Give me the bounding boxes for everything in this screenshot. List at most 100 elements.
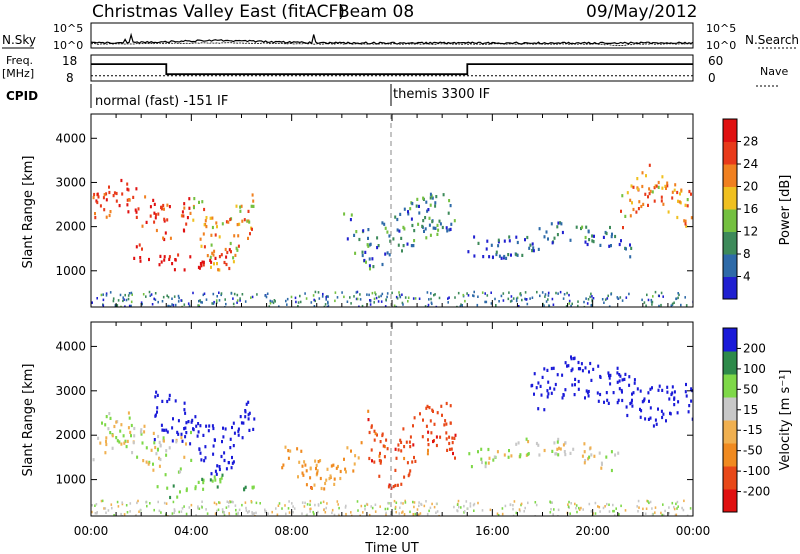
ground-scatter-cell	[215, 301, 218, 304]
heatmap-cell	[531, 242, 534, 246]
heatmap-cell	[210, 243, 213, 247]
heatmap-cell	[431, 220, 434, 224]
ground-scatter-cell	[320, 501, 322, 505]
heatmap-cell	[684, 219, 687, 223]
heatmap-cell	[145, 220, 148, 224]
heatmap-cell	[219, 478, 222, 482]
ground-scatter-cell	[350, 514, 353, 516]
heatmap-cell	[320, 486, 323, 491]
ground-scatter-cell	[309, 510, 311, 513]
ground-scatter-cell	[414, 297, 417, 300]
ground-scatter-cell	[412, 500, 414, 504]
ground-scatter-cell	[567, 505, 570, 508]
heatmap-cell	[166, 218, 169, 222]
heatmap-cell	[339, 469, 342, 474]
ground-scatter-cell	[221, 508, 224, 511]
ground-scatter-cell	[318, 297, 321, 300]
heatmap-cell	[379, 461, 382, 465]
heatmap-cell	[418, 204, 420, 208]
heatmap-cell	[325, 478, 328, 482]
heatmap-cell	[92, 196, 95, 200]
ground-scatter-cell	[403, 513, 406, 516]
heatmap-cell	[630, 400, 633, 404]
ground-scatter-cell	[141, 302, 143, 306]
heatmap-cell	[202, 478, 205, 482]
heatmap-cell	[210, 260, 213, 264]
ground-scatter-cell	[218, 501, 220, 504]
heatmap-cell	[205, 225, 208, 229]
heatmap-cell	[143, 424, 146, 428]
heatmap-cell	[619, 374, 622, 378]
heatmap-cell	[446, 448, 449, 452]
heatmap-cell	[616, 380, 619, 384]
heatmap-cell	[162, 236, 165, 240]
heatmap-cell	[566, 364, 568, 368]
colorbar-segment	[723, 328, 737, 352]
heatmap-cell	[160, 423, 163, 427]
ground-scatter-cell	[484, 292, 486, 295]
heatmap-cell	[539, 384, 542, 388]
heatmap-cell	[487, 461, 490, 465]
ground-scatter-cell	[619, 296, 622, 299]
heatmap-cell	[237, 234, 240, 238]
heatmap-cell	[194, 485, 197, 489]
heatmap-cell	[481, 460, 483, 465]
colorbar-tick-label: 15	[743, 403, 758, 417]
heatmap-cell	[165, 453, 168, 457]
heatmap-cell	[490, 243, 493, 247]
ground-scatter-cell	[495, 304, 497, 307]
heatmap-cell	[153, 220, 156, 224]
ground-scatter-cell	[304, 292, 306, 295]
ground-scatter-cell	[658, 294, 660, 298]
heatmap-cell	[287, 456, 290, 460]
heatmap-cell	[126, 182, 129, 186]
heatmap-cell	[579, 367, 582, 371]
heatmap-cell	[641, 400, 644, 404]
heatmap-cell	[649, 406, 652, 410]
heatmap-cell	[647, 203, 649, 207]
heatmap-cell	[362, 229, 365, 233]
heatmap-cell	[367, 236, 369, 240]
ground-scatter-cell	[371, 506, 374, 510]
heatmap-cell	[385, 438, 388, 442]
heatmap-cell	[593, 234, 595, 238]
velocity-data-layer	[91, 355, 693, 516]
cpid-panel: CPID normal (fast) -151 IF themis 3300 I…	[6, 84, 490, 109]
heatmap-cell	[94, 216, 97, 220]
ground-scatter-cell	[121, 501, 123, 504]
ground-scatter-cell	[216, 295, 218, 298]
heatmap-cell	[197, 430, 200, 434]
heatmap-cell	[413, 229, 416, 233]
heatmap-cell	[406, 461, 409, 465]
heatmap-cell	[195, 424, 198, 428]
heatmap-cell	[515, 442, 518, 446]
heatmap-cell	[559, 221, 562, 225]
heatmap-cell	[193, 197, 196, 201]
heatmap-cell	[679, 192, 681, 196]
ground-scatter-cell	[126, 511, 129, 514]
heatmap-cell	[171, 262, 174, 266]
ground-scatter-cell	[91, 301, 93, 304]
heatmap-cell	[429, 196, 432, 200]
heatmap-cell	[180, 436, 183, 440]
heatmap-cell	[450, 222, 453, 226]
freq-panel: Freq. [MHz] 18 8 60 0 Nave	[2, 54, 788, 87]
heatmap-cell	[645, 174, 647, 178]
heatmap-cell	[648, 187, 651, 191]
heatmap-cell	[315, 463, 318, 467]
ground-scatter-cell	[404, 501, 407, 504]
heatmap-cell	[346, 446, 349, 450]
heatmap-cell	[386, 251, 389, 255]
heatmap-cell	[212, 426, 215, 431]
heatmap-cell	[399, 438, 402, 442]
heatmap-cell	[583, 442, 586, 446]
heatmap-cell	[381, 221, 384, 225]
heatmap-cell	[468, 452, 471, 456]
ground-scatter-cell	[285, 512, 287, 516]
heatmap-cell	[636, 177, 639, 181]
heatmap-cell	[587, 230, 590, 234]
nsky-tick-high: 10^5	[53, 22, 83, 35]
ground-scatter-cell	[117, 299, 120, 302]
heatmap-cell	[451, 441, 454, 445]
heatmap-cell	[111, 434, 114, 438]
